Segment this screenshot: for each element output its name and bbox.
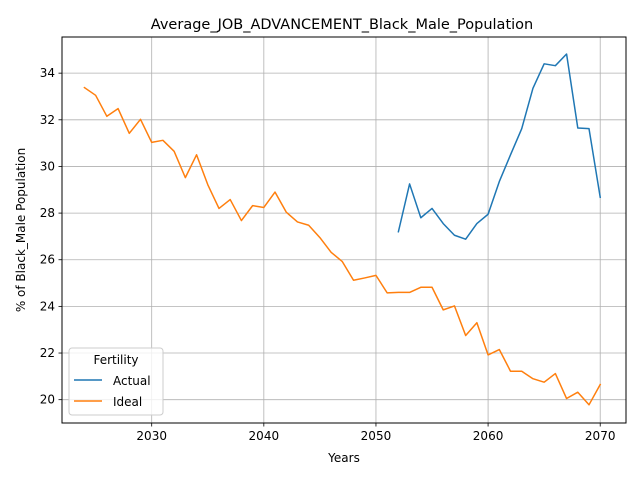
grid xyxy=(62,37,626,423)
y-tick-label: 26 xyxy=(40,253,55,267)
x-tick-label: 2040 xyxy=(249,429,280,443)
y-tick-label: 34 xyxy=(40,66,55,80)
ticks: 2030 2040 2050 2060 2070 20 22 24 26 28 30 32 34 xyxy=(40,66,616,443)
series-layer xyxy=(83,53,602,406)
y-tick-label: 28 xyxy=(40,206,55,220)
y-tick-label: 30 xyxy=(40,159,55,173)
y-tick-label: 24 xyxy=(40,299,55,313)
chart-title: Average_JOB_ADVANCEMENT_Black_Male_Popul… xyxy=(151,17,533,33)
legend-label-ideal: Ideal xyxy=(113,395,142,409)
series-line-actual xyxy=(397,53,602,240)
y-tick-label: 22 xyxy=(40,346,55,360)
y-tick-label: 32 xyxy=(40,113,55,127)
y-axis-label: % of Black_Male Population xyxy=(14,148,28,312)
x-tick-label: 2070 xyxy=(585,429,616,443)
legend-box xyxy=(68,347,164,416)
legend-label-actual: Actual xyxy=(113,374,151,388)
x-axis-label: Years xyxy=(327,451,360,465)
y-tick-label: 20 xyxy=(40,393,55,407)
legend-title: Fertility xyxy=(93,353,138,367)
x-tick-label: 2050 xyxy=(361,429,392,443)
x-tick-label: 2060 xyxy=(473,429,504,443)
series-line-ideal xyxy=(83,86,602,406)
x-tick-label: 2030 xyxy=(136,429,167,443)
plot-area-frame xyxy=(61,36,627,424)
legend: Fertility Actual Ideal xyxy=(68,347,164,416)
